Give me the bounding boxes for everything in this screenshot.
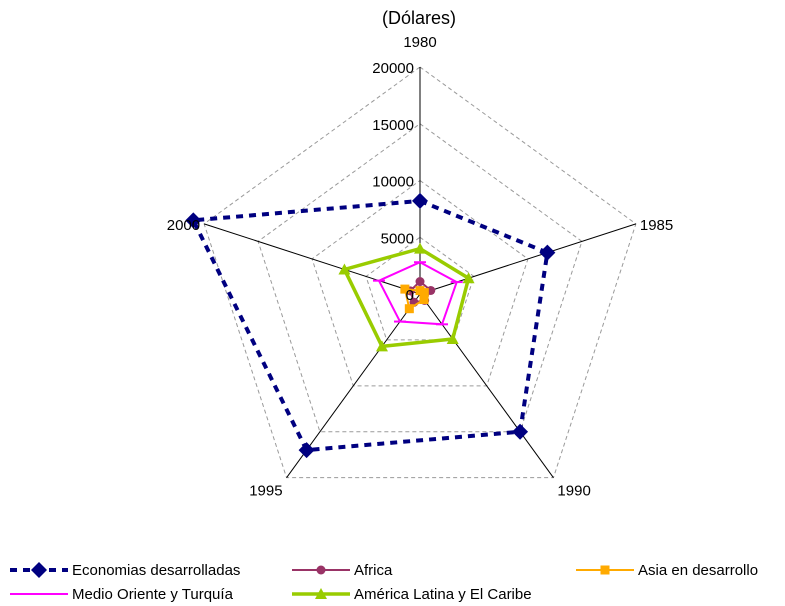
chart-legend: Economias desarrolladas Africa Asia en des…	[0, 560, 785, 606]
radial-tick-label: 10000	[372, 174, 414, 191]
legend-swatch	[10, 593, 68, 595]
legend-item: América Latina y El Caribe	[290, 584, 532, 604]
legend-marker	[31, 562, 47, 578]
legend-swatch	[10, 562, 68, 578]
legend-item: Medio Oriente y Turquía	[8, 584, 233, 604]
series-asia-en-desarrollo	[400, 284, 429, 314]
data-point	[338, 263, 351, 275]
series-line	[341, 246, 471, 349]
data-point	[298, 442, 315, 459]
legend-label: Economias desarrolladas	[72, 561, 241, 579]
category-label: 1990	[557, 483, 590, 500]
category-label: 1985	[640, 217, 673, 234]
radial-tick-label: 0	[406, 287, 414, 304]
radial-tick-label: 15000	[372, 117, 414, 134]
chart-subtitle: (Dólares)	[381, 8, 456, 28]
radar-spoke	[203, 223, 421, 295]
radar-spoke	[419, 223, 637, 295]
series-economias-desarrolladas	[185, 192, 556, 459]
legend-item: Asia en desarrollo	[574, 560, 758, 580]
legend-item: Economias desarrolladas	[8, 560, 240, 580]
series-medio-oriente-y-turqu-a	[372, 261, 463, 326]
legend-marker	[315, 588, 327, 599]
data-point	[400, 284, 410, 294]
legend-label: Asia en desarrollo	[638, 561, 759, 579]
radar-series	[185, 192, 556, 459]
data-point	[419, 295, 429, 305]
data-point	[414, 242, 426, 254]
category-label: 1980	[403, 34, 436, 51]
legend-swatch	[576, 565, 634, 575]
radar-spoke	[419, 293, 554, 478]
radial-tick-label: 20000	[372, 60, 414, 77]
data-point	[462, 272, 475, 284]
data-point	[375, 340, 388, 352]
series-am-rica-latina-y-el-caribe	[338, 242, 475, 352]
gridline-ring	[311, 179, 529, 387]
legend-label: Africa	[354, 561, 393, 579]
data-point	[539, 244, 556, 261]
gridline-ring	[257, 123, 583, 433]
data-point	[412, 192, 428, 209]
radar-grid	[203, 66, 637, 479]
gridline-ring	[203, 66, 637, 479]
data-point	[185, 212, 202, 229]
legend-label: América Latina y El Caribe	[354, 585, 532, 603]
legend-swatch	[292, 565, 350, 575]
legend-item: Africa	[290, 560, 392, 580]
radar-labels: 0 5000 10000 15000 20000 1980 1985 1990 1995 2000	[167, 34, 674, 500]
radar-axes	[203, 67, 637, 478]
legend-swatch	[292, 588, 350, 599]
series-line	[377, 261, 458, 326]
category-label: 1995	[249, 483, 282, 500]
data-point	[419, 288, 429, 298]
legend-label: Medio Oriente y Turquía	[72, 585, 233, 603]
radial-tick-label: 5000	[381, 230, 414, 247]
category-label: 2000	[167, 217, 200, 234]
legend-marker	[316, 565, 326, 575]
data-point	[404, 304, 414, 314]
data-point	[446, 332, 459, 344]
data-point	[415, 277, 425, 287]
legend-marker	[600, 565, 610, 575]
data-point	[512, 423, 529, 440]
